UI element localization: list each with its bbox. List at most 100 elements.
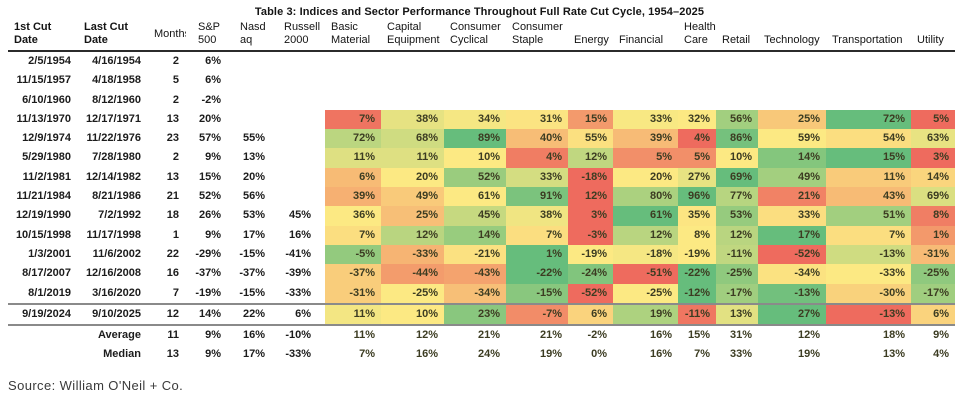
cell-basic_material: 39% [325, 187, 381, 207]
cell-health_care: -19% [678, 244, 716, 265]
table-row-11/2/1981: 11/2/1981 12/14/1982 13 15% 20% 6% 20% 52% 33% -1… [8, 167, 955, 188]
table-row-11/13/1970: 11/13/1970 12/17/1971 13 20% 7% 38% 34% 31% 15% 3… [8, 109, 955, 130]
cell-capital_equipment: 12% [381, 225, 444, 245]
cell-energy: 0% [591, 348, 607, 361]
cell-nasdaq: -37% [239, 267, 265, 280]
cell-consumer_staple: -22% [506, 264, 568, 284]
cell-capital_equipment: 20% [381, 167, 444, 188]
cell-utility: -31% [911, 244, 955, 265]
cell-retail: 31% [729, 329, 752, 342]
cell-last_cut: 12/14/1982 [85, 170, 141, 183]
table-row-1/3/2001: 1/3/2001 11/6/2002 22 -29% -15% -41% -5% -33% -2… [8, 244, 955, 265]
cell-last_cut: 9/10/2025 [78, 302, 148, 327]
cell-nasdaq: -15% [239, 247, 265, 260]
cell-russell2000 [272, 148, 325, 167]
cell-transportation: -13% [826, 244, 911, 265]
cell-utility [911, 91, 955, 110]
cell-russell2000: -33% [285, 348, 311, 361]
cell-months: 12 [148, 302, 186, 327]
cell-financial: 61% [613, 206, 678, 226]
cell-financial: -25% [613, 283, 678, 304]
cell-sp500: 9% [205, 348, 221, 361]
cell-sp500: 26% [198, 209, 221, 222]
table-row-8/17/2007: 8/17/2007 12/16/2008 16 -37% -37% -39% -37% -44… [8, 264, 955, 284]
cell-sp500: 9% [205, 329, 221, 342]
cell-sp500: -29% [195, 247, 221, 260]
cell-transportation: -30% [826, 283, 911, 304]
cell-energy: -18% [568, 167, 613, 188]
cell-capital_equipment [381, 71, 444, 90]
cell-capital_equipment: 38% [381, 109, 444, 130]
cell-technology: 49% [758, 167, 826, 188]
cell-health_care: 15% [687, 329, 710, 342]
cell-financial: 80% [613, 187, 678, 207]
cell-basic_material: 7% [325, 225, 381, 245]
cell-sp500: 6% [205, 55, 221, 67]
cell-retail: 13% [716, 302, 758, 327]
cell-last_cut: 12/17/1971 [85, 112, 141, 125]
cell-consumer_cyclical [444, 51, 506, 71]
table-row-11/21/1984: 11/21/1984 8/21/1986 21 52% 56% 39% 49% 61% 91% 1… [8, 187, 955, 207]
cell-energy: 12% [568, 187, 613, 207]
cell-months: 2 [172, 151, 179, 164]
cell-months: 18 [166, 209, 179, 222]
cell-capital_equipment: 49% [381, 187, 444, 207]
cell-technology: 19% [797, 348, 820, 361]
cell-nasdaq: 17% [242, 348, 265, 361]
column-header-consumer_staple: Consumer Staple [506, 21, 568, 52]
cell-last_cut: 11/22/1976 [86, 132, 141, 145]
cell-russell2000 [272, 71, 325, 90]
cell-russell2000 [272, 187, 325, 206]
table-title: Table 3: Indices and Sector Performance … [254, 6, 705, 18]
cell-retail: 86% [716, 129, 758, 149]
cell-sp500: -2% [201, 93, 221, 106]
table-row-10/15/1998: 10/15/1998 11/17/1998 1 9% 17% 16% 7% 12% 14% 7% -… [8, 225, 955, 245]
cell-energy: 15% [568, 109, 613, 130]
cell-consumer_staple: 31% [506, 109, 568, 130]
cell-nasdaq: 56% [242, 190, 265, 203]
cell-utility: 4% [933, 348, 949, 361]
cell-nasdaq: 55% [242, 132, 265, 145]
cell-energy: 12% [568, 148, 613, 168]
cell-sp500: -37% [195, 267, 221, 280]
cell-consumer_staple [506, 91, 568, 110]
cell-nasdaq: 20% [242, 170, 265, 183]
cell-last_cut: 3/16/2020 [92, 286, 141, 299]
cell-capital_equipment: -44% [381, 264, 444, 284]
cell-utility: 69% [911, 187, 955, 207]
column-header-sp500: S&P 500 [186, 21, 228, 52]
cell-consumer_cyclical: 45% [444, 206, 506, 226]
column-header-months: Months [148, 21, 186, 52]
cell-financial: -18% [613, 244, 678, 265]
cell-consumer_staple: 91% [506, 187, 568, 207]
cell-first_cut: 11/13/1970 [16, 112, 71, 125]
cell-utility: 3% [911, 148, 955, 168]
cell-transportation [826, 51, 911, 71]
cell-nasdaq [228, 51, 272, 71]
cell-financial: 16% [649, 348, 672, 361]
cell-nasdaq [228, 91, 272, 110]
cell-utility: 5% [911, 109, 955, 130]
cell-russell2000 [272, 110, 325, 129]
cell-first_cut: 12/19/1990 [15, 209, 71, 222]
cell-utility: 6% [911, 302, 955, 327]
cell-consumer_cyclical: -21% [444, 244, 506, 265]
cell-consumer_cyclical: 34% [444, 109, 506, 130]
cell-health_care [678, 91, 716, 110]
cell-consumer_cyclical: 24% [477, 348, 500, 361]
cell-nasdaq: 13% [242, 151, 265, 164]
cell-months: 2 [172, 93, 179, 106]
cell-retail: 10% [716, 148, 758, 168]
cell-utility: 9% [933, 329, 949, 342]
cell-first_cut: 10/15/1998 [15, 228, 71, 241]
cell-last_cut: 8/21/1986 [92, 190, 141, 203]
cell-transportation: 43% [826, 187, 911, 207]
cell-first_cut: 11/21/1984 [16, 190, 71, 203]
cell-financial: 5% [613, 148, 678, 168]
table-row-5/29/1980: 5/29/1980 7/28/1980 2 9% 13% 11% 11% 10% 4% 12% 5%… [8, 148, 955, 168]
cell-months: 16 [166, 267, 179, 280]
cell-health_care: 8% [678, 225, 716, 245]
cell-russell2000 [272, 91, 325, 110]
table-row-Average: Average 11 9% 16% -10% 11% 12% 21% 21% -2% 16% 15% 3… [8, 325, 955, 345]
cell-nasdaq: 22% [228, 302, 272, 327]
